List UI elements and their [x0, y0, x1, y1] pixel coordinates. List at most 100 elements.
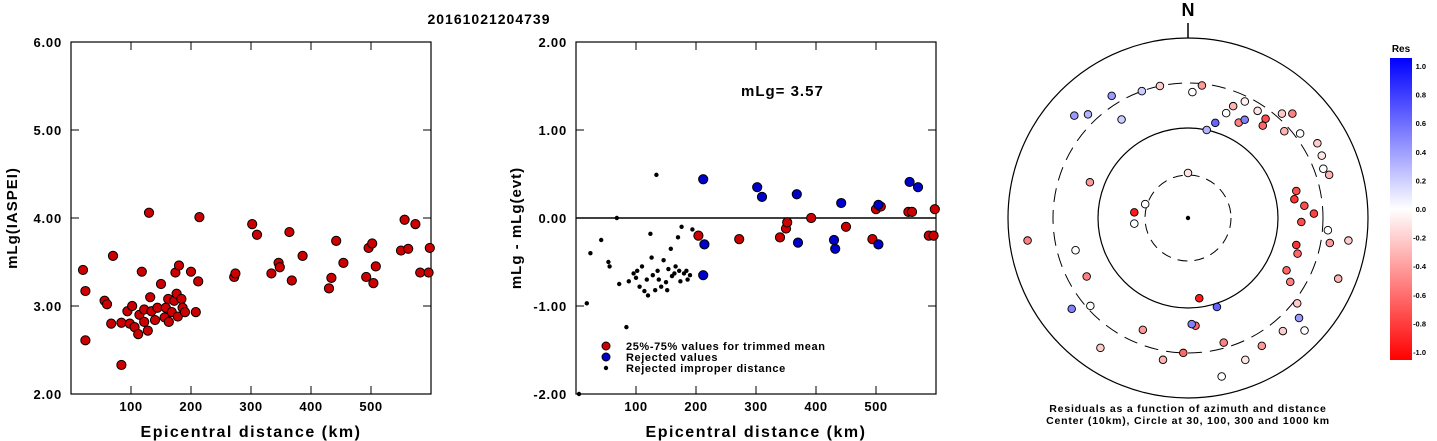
data-point — [693, 230, 704, 241]
data-point — [904, 176, 915, 188]
station-residual — [1217, 372, 1226, 381]
station-residual — [1313, 139, 1322, 148]
data-point — [806, 212, 817, 224]
station-residual — [1179, 348, 1188, 358]
data-dot — [663, 280, 669, 285]
data-point — [326, 272, 337, 283]
data-points — [576, 172, 940, 397]
station-residual — [1221, 108, 1231, 118]
data-point — [142, 325, 153, 336]
y-axis-ticks: -2.00 -1.00 0.00 1.00 2.00 — [533, 35, 936, 402]
polar-caption-line-1: Residuals as a function of azimuth and d… — [1049, 403, 1326, 415]
legend-label: Rejected values — [626, 352, 718, 364]
station-residual — [1107, 91, 1116, 101]
data-point — [116, 359, 127, 371]
x-tick-label: 100 — [119, 399, 142, 414]
station-residual — [1137, 86, 1147, 96]
data-point — [912, 182, 924, 193]
data-point — [266, 268, 277, 279]
data-point — [906, 206, 918, 217]
colorbar-tick-label: 1.0 — [1416, 62, 1426, 71]
x-tick-label: 400 — [804, 399, 827, 414]
data-point — [410, 219, 421, 230]
data-dot — [661, 258, 666, 263]
data-point — [116, 317, 127, 328]
data-point — [136, 266, 147, 277]
station-residual — [1257, 341, 1267, 351]
x-axis-ticks: 100 200 300 400 500 — [624, 42, 887, 414]
colorbar-tick-label: 0.6 — [1416, 119, 1426, 128]
station-residual — [1241, 355, 1250, 365]
data-point — [106, 318, 117, 329]
data-point — [323, 283, 335, 294]
data-dot — [642, 288, 647, 294]
x-tick-label: 300 — [239, 399, 262, 414]
data-point — [247, 219, 258, 230]
data-dot — [665, 287, 670, 293]
data-dot — [678, 279, 683, 284]
data-point — [284, 226, 295, 238]
station-residual — [1309, 209, 1319, 218]
legend-marker — [603, 365, 609, 371]
y-tick-label: -2.00 — [533, 387, 567, 402]
station-residual — [1253, 106, 1262, 116]
data-dot — [614, 215, 619, 221]
data-point — [149, 314, 161, 326]
y-tick-label: 2.00 — [538, 35, 567, 50]
colorbar-tick-label: -1.0 — [1413, 348, 1426, 357]
data-dot — [588, 251, 593, 256]
data-dot — [654, 172, 659, 178]
data-dot — [690, 227, 695, 232]
data-dot — [655, 268, 660, 273]
data-point — [101, 299, 113, 310]
station-residual — [1083, 110, 1093, 119]
station-residual — [1023, 236, 1032, 245]
y-axis-label: mLg(IASPEI) — [4, 167, 21, 269]
colorbar-tick-label: 0.8 — [1416, 91, 1426, 100]
station-residual — [1211, 118, 1220, 128]
data-point — [830, 243, 841, 254]
station-residual — [1202, 125, 1211, 135]
data-dot — [639, 264, 645, 269]
data-point — [873, 199, 884, 210]
data-dot — [679, 224, 684, 229]
data-dot — [684, 268, 689, 273]
data-point — [173, 260, 185, 271]
station-residual — [1197, 81, 1207, 90]
station-residual — [1280, 127, 1289, 136]
data-dot — [677, 268, 682, 273]
station-residual — [1277, 109, 1287, 118]
data-point — [274, 262, 285, 273]
plot-frame — [70, 41, 432, 395]
station-residual — [1067, 304, 1076, 314]
data-point — [367, 238, 378, 249]
x-tick-label: 200 — [684, 399, 707, 414]
data-point — [791, 189, 802, 200]
station-residual — [1333, 274, 1343, 283]
ring-30km — [1144, 174, 1232, 262]
data-point — [929, 204, 940, 215]
ring-300km — [1052, 82, 1324, 354]
data-dot — [617, 281, 622, 287]
x-tick-label: 100 — [624, 399, 647, 414]
center-dot — [1185, 215, 1191, 221]
station-residual — [1071, 245, 1080, 255]
azimuth-residual-plot: N Residuals as a function of azimuth and… — [1007, 0, 1369, 427]
data-point — [756, 191, 768, 202]
data-point — [840, 221, 852, 232]
residual-colorbar: Res 1.0 0.8 0.6 0.4 0.2 0.0 -0.2 -0.4 -0.6 -0.8 -1… — [1390, 44, 1427, 360]
station-residual — [1130, 208, 1139, 217]
data-dot — [637, 284, 642, 289]
data-dot — [687, 273, 693, 278]
data-point — [698, 174, 709, 185]
data-dot — [606, 259, 611, 265]
station-residual — [1138, 325, 1148, 335]
data-point — [179, 307, 191, 318]
station-residual — [1293, 249, 1302, 258]
data-point — [127, 300, 138, 312]
data-point — [752, 182, 763, 193]
data-point — [163, 316, 174, 327]
polar-caption-line-2: Center (10km), Circle at 30, 100, 300 an… — [1046, 415, 1330, 427]
data-dot — [659, 284, 664, 289]
